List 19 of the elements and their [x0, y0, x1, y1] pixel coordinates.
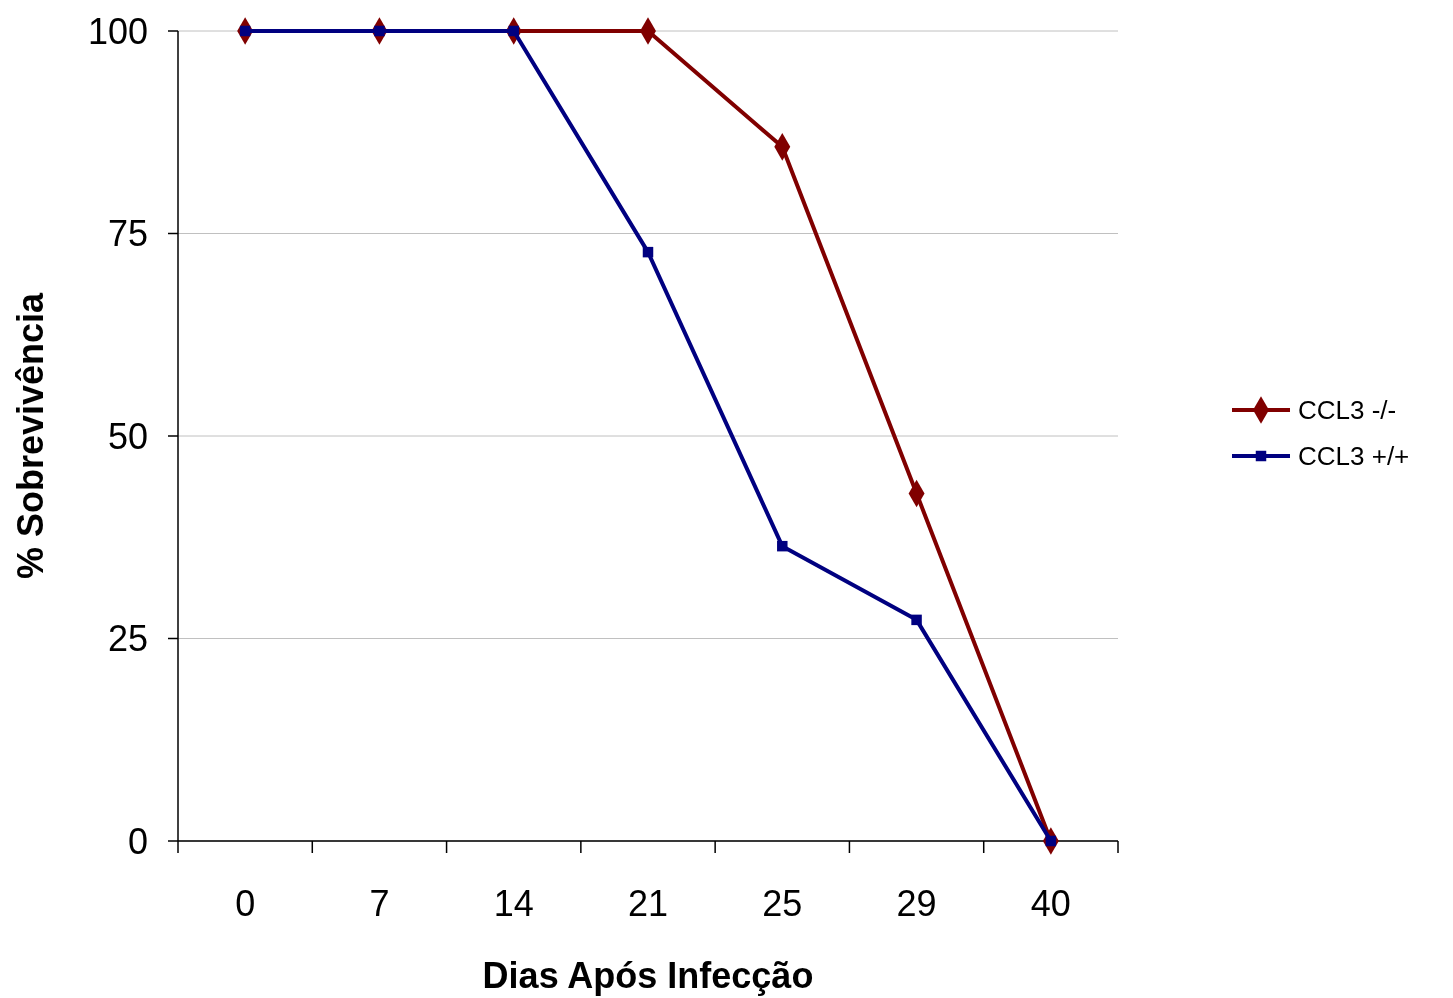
y-axis-title: % Sobrevivência — [9, 291, 51, 580]
y-tick-label: 25 — [107, 618, 148, 660]
x-tick-label: 7 — [369, 882, 390, 924]
point — [911, 614, 922, 626]
point — [777, 540, 788, 552]
y-tick-label: 50 — [107, 415, 148, 457]
x-axis-title: Dias Após Infecção — [482, 954, 814, 996]
x-tick-label: 14 — [493, 882, 534, 924]
x-tick-label: 0 — [235, 882, 256, 924]
y-tick-label: 75 — [107, 213, 148, 255]
x-tick-label: 29 — [896, 882, 937, 924]
y-tick-label: 0 — [127, 820, 148, 862]
x-tick-label: 21 — [627, 882, 669, 924]
legend-label: CCL3 +/+ — [1298, 441, 1410, 472]
x-tick-label: 25 — [762, 882, 803, 924]
y-tick-label: 100 — [87, 10, 148, 52]
point — [642, 246, 654, 258]
x-tick-label: 40 — [1030, 882, 1071, 924]
legend-label: CCL3 -/- — [1298, 395, 1397, 426]
